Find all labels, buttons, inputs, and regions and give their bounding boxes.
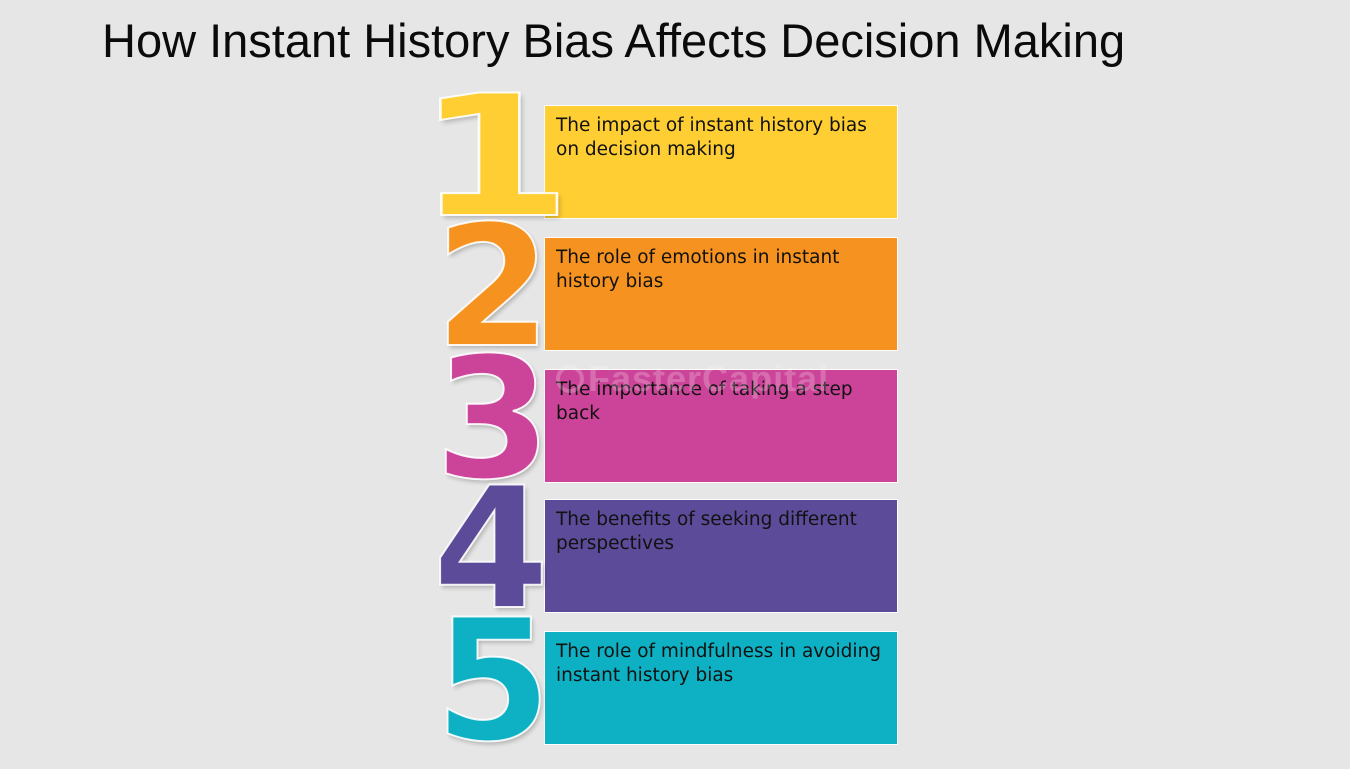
step-3-number: 3 <box>434 334 550 504</box>
step-3-box <box>545 370 897 482</box>
step-4-number: 4 <box>432 464 548 634</box>
step-4-box <box>545 500 897 612</box>
step-4: 4 The benefits of seeking different pers… <box>430 464 910 634</box>
step-5-box <box>545 632 897 744</box>
step-2-number: 2 <box>434 202 550 372</box>
page-title: How Instant History Bias Affects Decisio… <box>102 14 1126 67</box>
step-3: 3 The importance of taking a step back <box>430 334 910 504</box>
step-1-text: The impact of instant history bias on de… <box>556 115 867 160</box>
step-1: 1 The impact of instant history bias on … <box>413 72 910 242</box>
step-3-text: The importance of taking a step back <box>556 379 853 424</box>
step-5-number: 5 <box>434 596 550 766</box>
step-5: 5 The role of mindfulness in avoiding in… <box>430 596 910 766</box>
step-1-number: 1 <box>413 72 570 242</box>
step-4-text: The benefits of seeking different perspe… <box>556 509 857 554</box>
step-2: 2 The role of emotions in instant histor… <box>430 202 910 372</box>
step-5-text: The role of mindfulness in avoiding inst… <box>556 641 882 686</box>
step-2-text: The role of emotions in instant history … <box>556 247 840 292</box>
step-2-box <box>545 238 897 350</box>
step-1-box <box>545 106 897 218</box>
